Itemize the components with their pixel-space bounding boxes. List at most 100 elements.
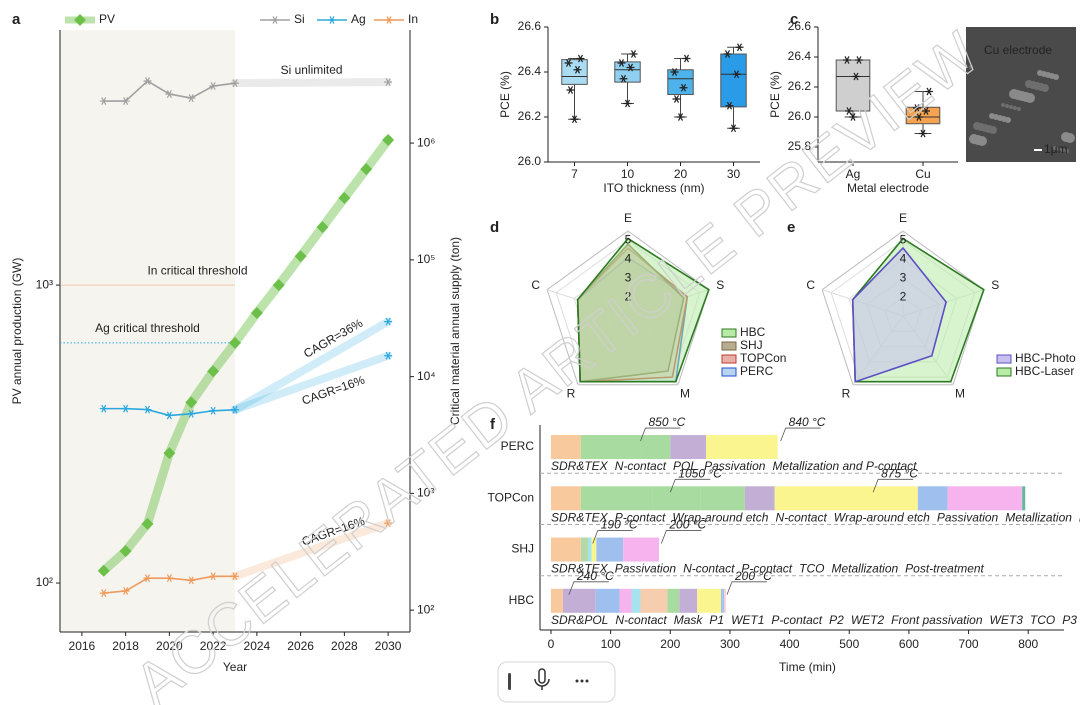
process-segment xyxy=(595,588,620,613)
inset-texture xyxy=(1061,132,1071,142)
inset-texture xyxy=(969,65,973,69)
y-axis-title: PCE (%) xyxy=(498,71,512,118)
step-label: N-contact xyxy=(615,459,667,473)
step-label: Wrap-around etch xyxy=(672,510,768,524)
x-tick-label: 800 xyxy=(1018,637,1038,651)
y-tick-label: 10⁶ xyxy=(417,135,435,149)
y-tick-label: 26.0 xyxy=(518,154,542,168)
star-marker xyxy=(676,113,685,121)
star-marker xyxy=(328,16,336,24)
process-segment xyxy=(551,588,563,613)
step-label: Passivation xyxy=(615,562,677,576)
x-tick-label: 2022 xyxy=(200,639,227,653)
step-label: SDR&TEX xyxy=(551,459,609,473)
diamond-marker xyxy=(74,14,86,26)
y-tick-label: 10³ xyxy=(417,486,434,500)
x-tick-label: 30 xyxy=(727,167,741,181)
process-segment xyxy=(551,537,581,562)
star-marker xyxy=(852,72,860,81)
temperature-leader xyxy=(726,581,767,595)
diamond-marker xyxy=(207,365,220,378)
star-marker xyxy=(843,56,851,64)
more-icon[interactable] xyxy=(575,679,589,683)
star-marker xyxy=(384,317,393,326)
y-tick-label: 26.4 xyxy=(518,64,542,78)
process-segment xyxy=(591,537,597,562)
step-label: P-contact xyxy=(615,510,666,524)
star-marker xyxy=(99,97,108,105)
process-segment xyxy=(631,588,641,613)
star-marker xyxy=(187,409,196,418)
y2-axis-title: Critical material annual supply (ton) xyxy=(448,237,462,425)
radar-axis-label: R xyxy=(842,387,851,401)
star-marker xyxy=(723,50,732,58)
x-tick-label: 700 xyxy=(959,637,979,651)
back-layer xyxy=(60,30,235,632)
radar-axis-label: M xyxy=(680,387,690,401)
radar-outline xyxy=(821,230,985,386)
process-segment xyxy=(652,486,701,511)
legend-label: PV xyxy=(99,12,115,26)
star-marker xyxy=(384,78,393,86)
star-marker xyxy=(121,404,130,413)
temperature-label: 240 °C xyxy=(576,569,614,583)
process-segment xyxy=(587,537,592,562)
star-marker xyxy=(617,59,626,67)
inset-texture xyxy=(989,113,995,119)
threshold-label: Ag critical threshold xyxy=(95,321,200,335)
row-label: TOPCon xyxy=(488,490,534,504)
star-marker xyxy=(187,576,196,585)
toolbar-frame xyxy=(497,661,616,703)
step-label: Metallization and P-contact xyxy=(772,459,917,473)
process-segment xyxy=(679,588,698,613)
star-marker xyxy=(919,129,927,138)
process-segment xyxy=(917,486,948,511)
panel-label: a xyxy=(12,11,21,28)
inset-texture xyxy=(1013,106,1017,110)
y-tick-label: 25.8 xyxy=(788,139,812,153)
star-marker xyxy=(231,572,239,581)
y-tick-label: 10⁴ xyxy=(417,369,436,383)
x-axis-title: Year xyxy=(223,660,247,674)
inset-texture xyxy=(1025,80,1033,88)
temperature-label: 200 °C xyxy=(668,518,706,532)
projection-label: Si unlimited xyxy=(280,63,342,77)
step-label: Post-treatment xyxy=(1079,510,1080,524)
mic-icon[interactable] xyxy=(534,668,550,690)
diamond-marker xyxy=(360,163,373,176)
row-label: PERC xyxy=(501,439,535,453)
y-tick-label: 10⁵ xyxy=(417,252,435,266)
star-marker xyxy=(672,95,681,103)
y-axis-title: PV annual production (GW) xyxy=(10,258,24,405)
process-segment xyxy=(623,537,654,562)
y-tick-label: 10² xyxy=(417,602,434,616)
box xyxy=(720,53,747,108)
step-label: Metallization xyxy=(1005,510,1072,524)
star-marker xyxy=(271,16,279,24)
step-label: Mask xyxy=(674,613,704,627)
step-label: TCO xyxy=(1030,613,1055,627)
star-marker xyxy=(99,404,108,413)
process-segment xyxy=(667,588,680,613)
star-marker xyxy=(735,43,744,52)
diamond-marker xyxy=(119,545,132,558)
step-label: WET3 xyxy=(990,613,1024,627)
projection-band xyxy=(231,351,393,414)
inset-texture xyxy=(1061,148,1065,152)
radial-tick-label: 5 xyxy=(900,233,907,247)
box xyxy=(561,59,588,85)
step-label: Passivation xyxy=(704,459,766,473)
temperature-leader xyxy=(568,581,609,595)
radar-axis-label: C xyxy=(806,278,815,292)
x-tick-label: 2026 xyxy=(287,639,314,653)
y-axis-title: PCE (%) xyxy=(768,71,782,118)
step-label: P2 xyxy=(829,613,844,627)
inset-texture xyxy=(1065,149,1069,153)
radial-tick-label: 4 xyxy=(900,252,907,266)
toolbar-handle[interactable] xyxy=(508,673,511,690)
x-tick-label: 200 xyxy=(660,637,680,651)
star-marker xyxy=(231,405,239,414)
step-label: P1 xyxy=(709,613,724,627)
x-tick-label: 10 xyxy=(621,167,635,181)
y-tick-label: 10² xyxy=(36,575,53,589)
